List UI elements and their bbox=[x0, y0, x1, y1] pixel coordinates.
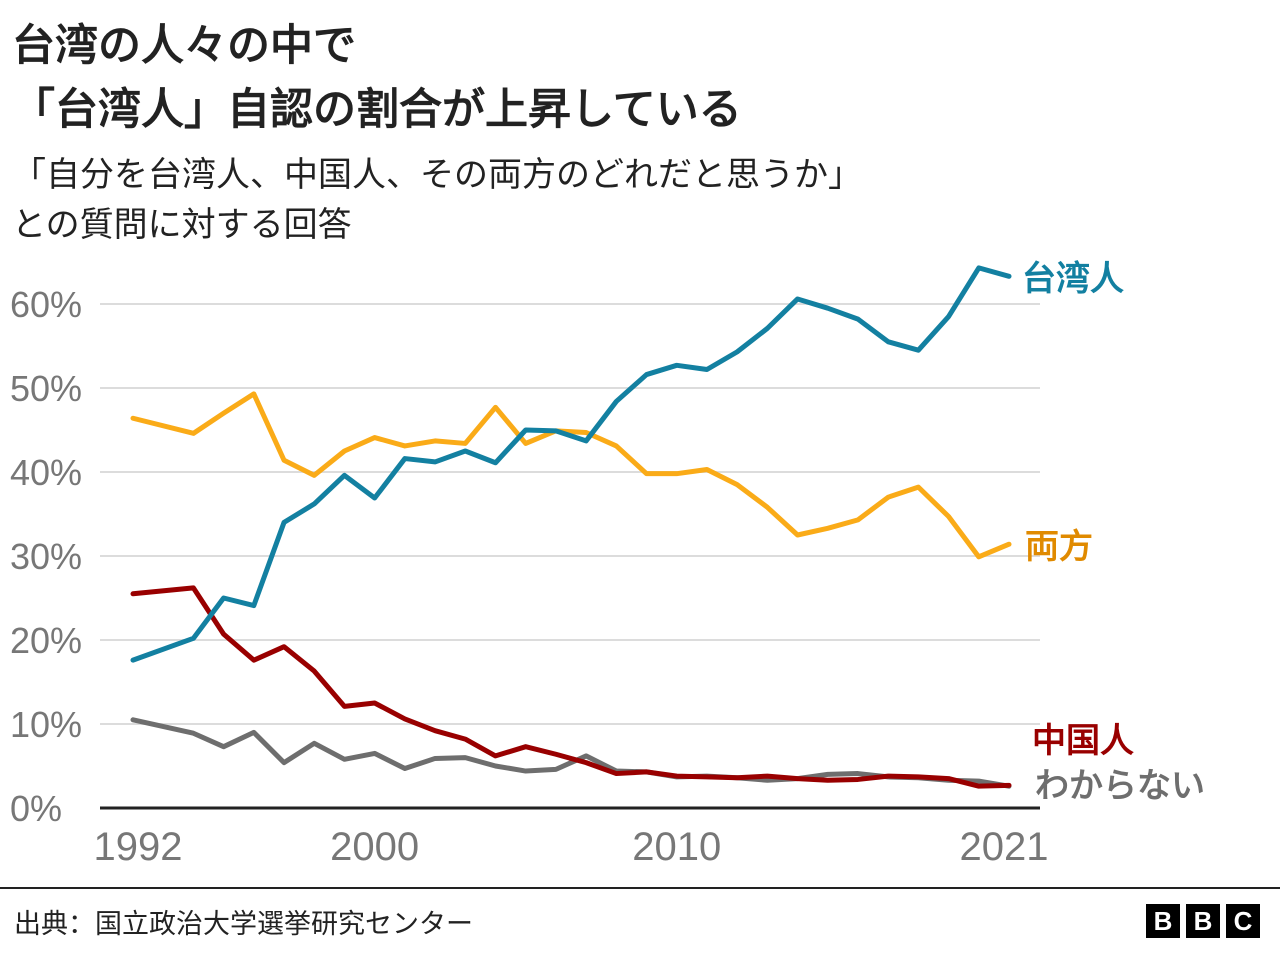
line-chart: 0% 10% 20% 30% 40% 50% 60% 1992 2000 2010 2021 台湾人両… bbox=[10, 259, 1205, 869]
y-tick-label: 10% bbox=[10, 704, 82, 745]
title-line-2: 「台湾人」自認の割合が上昇している bbox=[12, 85, 742, 135]
footer-divider bbox=[0, 887, 1280, 889]
series-line bbox=[130, 585, 1012, 789]
chart-title: 台湾の人々の中で 「台湾人」自認の割合が上昇している bbox=[12, 14, 742, 142]
series-label: わからない bbox=[1035, 766, 1205, 806]
series-line bbox=[130, 391, 1012, 560]
series-label: 両方 bbox=[1025, 527, 1093, 567]
logo-letter: C bbox=[1226, 904, 1260, 938]
chart-subtitle: 「自分を台湾人、中国人、その両方のどれだと思うか」 との質問に対する回答 bbox=[12, 150, 862, 250]
y-tick-label: 30% bbox=[10, 536, 82, 577]
source-note: 出典：国立政治大学選挙研究センター bbox=[14, 909, 473, 940]
x-tick-label: 2010 bbox=[632, 825, 721, 869]
y-tick-label: 60% bbox=[10, 284, 82, 325]
subtitle-line-2: との質問に対する回答 bbox=[12, 205, 352, 245]
logo-letter: B bbox=[1146, 904, 1180, 938]
title-line-1: 台湾の人々の中で bbox=[12, 21, 356, 71]
y-tick-label: 20% bbox=[10, 620, 82, 661]
subtitle-line-1: 「自分を台湾人、中国人、その両方のどれだと思うか」 bbox=[12, 155, 862, 195]
logo-letter: B bbox=[1186, 904, 1220, 938]
series-label: 台湾人 bbox=[1022, 259, 1124, 299]
y-tick-label: 40% bbox=[10, 452, 82, 493]
x-tick-label: 2021 bbox=[960, 825, 1049, 869]
bbc-logo: B B C bbox=[1146, 904, 1260, 938]
x-tick-label: 2000 bbox=[330, 825, 419, 869]
series-line bbox=[130, 717, 1012, 789]
series-label: 中国人 bbox=[1032, 721, 1134, 761]
x-tick-label: 1992 bbox=[94, 825, 183, 869]
series-line bbox=[130, 265, 1012, 663]
y-tick-label: 50% bbox=[10, 368, 82, 409]
y-tick-label: 0% bbox=[10, 788, 62, 829]
